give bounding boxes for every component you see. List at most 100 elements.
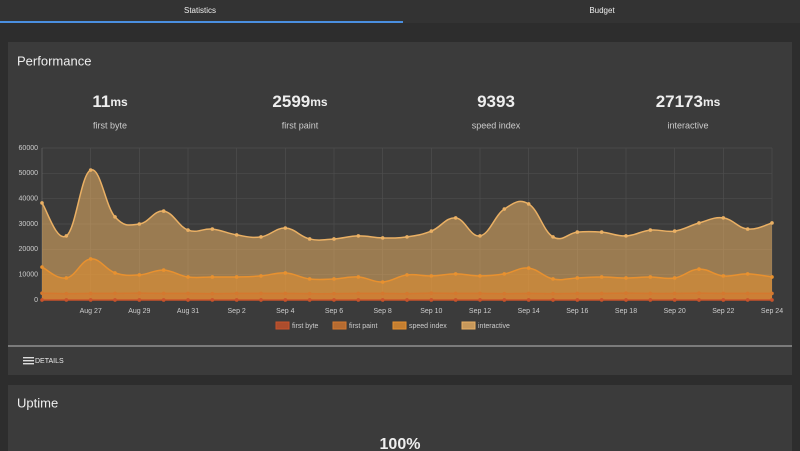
- point: [356, 275, 361, 279]
- stat-number: 9393: [477, 92, 515, 111]
- legend-swatch: [275, 321, 290, 330]
- stat-value: 27173ms: [656, 92, 721, 111]
- point: [599, 298, 604, 302]
- point: [307, 298, 312, 302]
- point: [745, 272, 750, 276]
- point: [234, 298, 239, 302]
- point: [259, 291, 263, 296]
- point: [770, 221, 774, 225]
- point: [186, 275, 190, 279]
- x-tick-label: Sep 16: [566, 308, 588, 315]
- point: [283, 298, 288, 302]
- point: [745, 227, 750, 231]
- x-tick-label: Sep 12: [469, 308, 491, 315]
- point: [137, 273, 142, 277]
- point: [259, 235, 263, 239]
- point: [721, 274, 726, 278]
- point: [551, 235, 555, 239]
- x-tick-label: Sep 18: [615, 308, 637, 315]
- point: [137, 298, 142, 302]
- point: [721, 216, 726, 220]
- point: [526, 202, 531, 206]
- point: [161, 209, 166, 213]
- point: [429, 291, 434, 295]
- details-button[interactable]: DETAILS: [23, 357, 64, 365]
- point: [210, 275, 215, 279]
- point: [697, 291, 701, 295]
- point: [502, 291, 507, 296]
- y-tick-label: 40000: [19, 196, 39, 203]
- y-tick-label: 20000: [19, 246, 39, 253]
- point: [697, 221, 701, 225]
- stat-label: speed index: [472, 120, 521, 130]
- stat-value: 2599ms: [272, 92, 327, 111]
- y-tick-label: 30000: [19, 221, 39, 228]
- point: [332, 291, 336, 296]
- area: [42, 293, 772, 300]
- details-label[interactable]: DETAILS: [35, 358, 64, 365]
- card-title: Performance: [17, 53, 91, 68]
- stat-label: first byte: [93, 120, 127, 130]
- point: [332, 237, 336, 241]
- point: [648, 275, 653, 279]
- point: [672, 291, 677, 296]
- stat-label: interactive: [667, 120, 708, 130]
- point: [770, 291, 774, 296]
- card: [8, 42, 792, 375]
- point: [575, 230, 580, 234]
- stat-number: 2599: [272, 92, 310, 111]
- tab[interactable]: Statistics: [184, 6, 216, 15]
- point: [429, 229, 434, 233]
- y-tick-label: 10000: [19, 272, 39, 279]
- point: [405, 298, 409, 302]
- point: [88, 298, 93, 302]
- area: [42, 169, 772, 300]
- point: [234, 291, 239, 296]
- point: [40, 265, 44, 269]
- point: [697, 267, 701, 271]
- x-tick-label: Aug 29: [128, 308, 150, 315]
- point: [64, 234, 69, 238]
- point: [380, 291, 385, 296]
- point: [210, 227, 215, 231]
- tab[interactable]: Budget: [589, 6, 615, 15]
- point: [307, 291, 312, 296]
- point: [526, 266, 531, 270]
- point: [113, 271, 117, 275]
- point: [64, 298, 69, 302]
- point: [624, 276, 628, 280]
- x-tick-label: Sep 22: [712, 308, 734, 315]
- point: [453, 291, 458, 296]
- point: [526, 298, 531, 302]
- point: [648, 291, 653, 296]
- legend-swatch: [392, 321, 407, 330]
- card-title: Uptime: [17, 395, 58, 410]
- point: [234, 233, 239, 237]
- y-tick-label: 50000: [19, 170, 39, 177]
- stat-unit: ms: [110, 95, 128, 109]
- point: [745, 291, 750, 296]
- point: [478, 234, 482, 238]
- stat-number: 27173: [656, 92, 703, 111]
- x-tick-label: Sep 14: [518, 308, 540, 315]
- point: [502, 207, 507, 211]
- legend-swatch: [461, 321, 476, 330]
- point: [672, 276, 677, 280]
- x-tick-label: Aug 27: [80, 308, 102, 315]
- y-tick-label: 60000: [19, 145, 39, 152]
- point: [478, 274, 482, 278]
- point: [186, 228, 190, 232]
- point: [307, 237, 312, 241]
- stat-value: 9393: [477, 92, 515, 111]
- point: [113, 298, 117, 302]
- point: [137, 222, 142, 226]
- point: [502, 272, 507, 276]
- tab-bar: [0, 0, 800, 23]
- y-tick-label: 0: [34, 297, 38, 304]
- point: [648, 298, 653, 302]
- point: [526, 291, 531, 296]
- point: [672, 298, 677, 302]
- point: [186, 298, 190, 302]
- point: [575, 298, 580, 302]
